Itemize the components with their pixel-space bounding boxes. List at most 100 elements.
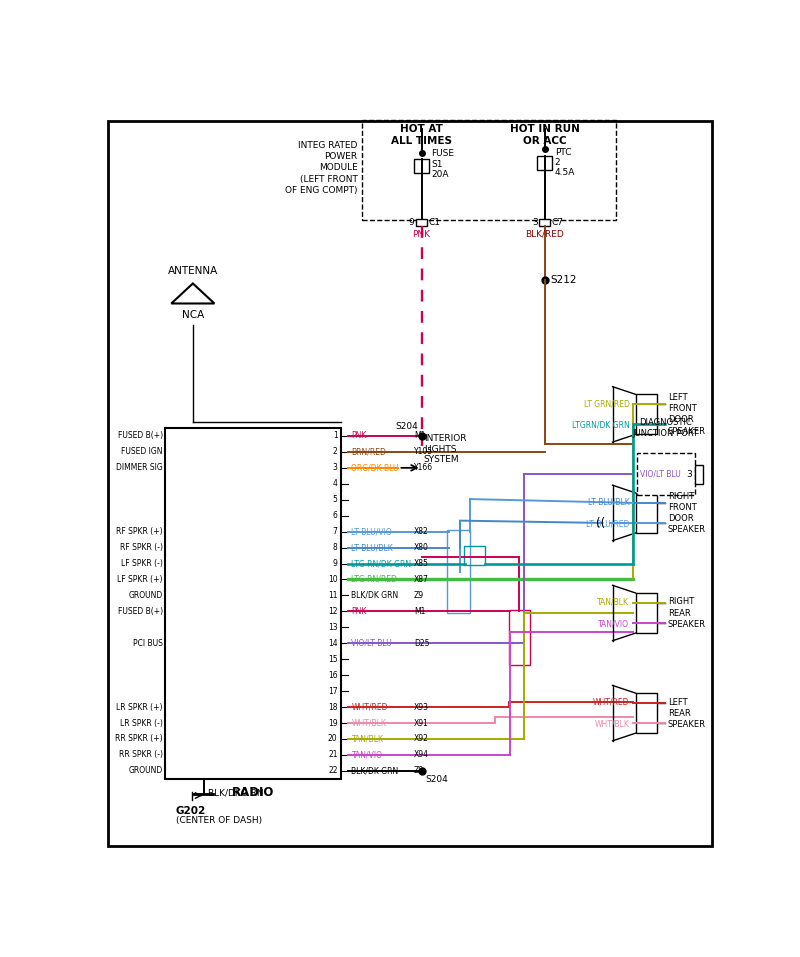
Text: S204: S204 (396, 422, 418, 432)
Text: M1: M1 (414, 607, 426, 616)
Bar (362, 121, 616, 220)
Text: PTC
2
4.5A: PTC 2 4.5A (554, 147, 575, 177)
Text: 22: 22 (328, 767, 338, 775)
Text: LTGRN/DK GRN: LTGRN/DK GRN (572, 421, 630, 430)
Text: X94: X94 (414, 750, 429, 760)
Text: 3: 3 (686, 470, 692, 478)
Text: BLK/DKG RN: BLK/DKG RN (208, 789, 264, 798)
Text: 3: 3 (333, 463, 338, 473)
Bar (416, 219, 427, 227)
Text: 8: 8 (333, 543, 338, 552)
Text: GROUND: GROUND (129, 767, 163, 775)
Text: LTG RN/RED: LTG RN/RED (351, 575, 398, 584)
Bar (636, 693, 657, 733)
Text: Z9: Z9 (414, 590, 424, 600)
Text: HOT AT
ALL TIMES: HOT AT ALL TIMES (391, 124, 452, 146)
Text: TAN/VIO: TAN/VIO (351, 750, 382, 760)
Text: LT BLU/BLK: LT BLU/BLK (351, 543, 394, 552)
Text: 14: 14 (328, 638, 338, 648)
Bar (447, 530, 470, 612)
Text: RF SPKR (+): RF SPKR (+) (116, 527, 163, 536)
Text: TAN/VIO: TAN/VIO (598, 619, 630, 629)
Text: 5: 5 (333, 495, 338, 504)
Bar (636, 593, 657, 633)
Text: WHT/BLK: WHT/BLK (594, 720, 630, 728)
Text: BLK/DK GRN: BLK/DK GRN (351, 590, 398, 600)
Text: M1: M1 (414, 432, 426, 440)
Bar (636, 394, 657, 434)
Text: X85: X85 (414, 559, 429, 568)
Text: VIO/LT BLU: VIO/LT BLU (351, 638, 392, 648)
Text: Z9: Z9 (414, 767, 424, 775)
Text: G202: G202 (176, 806, 206, 815)
Text: 19: 19 (328, 719, 338, 727)
Text: TAN/BLK: TAN/BLK (351, 734, 383, 744)
Bar (695, 465, 702, 483)
Text: LTG RN/DK GRN: LTG RN/DK GRN (351, 559, 412, 568)
Text: WHT/RED: WHT/RED (351, 702, 388, 712)
Text: RR SPKR (-): RR SPKR (-) (119, 750, 163, 760)
Text: 3: 3 (532, 218, 538, 227)
Text: LT BLU/RED: LT BLU/RED (586, 520, 630, 528)
Text: C1: C1 (429, 218, 441, 227)
Text: 11: 11 (328, 590, 338, 600)
Text: FUSED B(+): FUSED B(+) (118, 607, 163, 616)
Text: 13: 13 (328, 623, 338, 632)
Text: 1: 1 (333, 432, 338, 440)
Text: 2: 2 (333, 447, 338, 456)
Text: INTEG RATED
POWER
MODULE
(LEFT FRONT
OF ENG COMPT): INTEG RATED POWER MODULE (LEFT FRONT OF … (285, 142, 358, 194)
Text: 12: 12 (328, 607, 338, 616)
Bar (509, 610, 530, 665)
Text: VIO/LT BLU: VIO/LT BLU (640, 470, 681, 478)
Text: BLK/DK GRN: BLK/DK GRN (351, 767, 398, 775)
Text: 16: 16 (328, 671, 338, 679)
Text: NCA: NCA (182, 310, 204, 320)
Text: BRN/RED: BRN/RED (351, 447, 386, 456)
Text: GROUND: GROUND (129, 590, 163, 600)
Text: S212: S212 (550, 276, 577, 285)
Text: FUSED IGN: FUSED IGN (122, 447, 163, 456)
Text: (CENTER OF DASH): (CENTER OF DASH) (176, 816, 262, 825)
Text: X82: X82 (414, 527, 429, 536)
Text: TAN/BLK: TAN/BLK (598, 598, 630, 607)
Text: ANTENNA: ANTENNA (168, 266, 218, 276)
Text: 6: 6 (333, 511, 338, 521)
Text: PNK: PNK (351, 607, 367, 616)
Text: X93: X93 (414, 702, 429, 712)
Text: RADIO: RADIO (232, 787, 274, 799)
Text: PCI BUS: PCI BUS (133, 638, 163, 648)
Text: Y105: Y105 (414, 447, 433, 456)
Text: PNK: PNK (413, 230, 430, 238)
Text: 20: 20 (328, 734, 338, 744)
Text: S204: S204 (426, 775, 448, 785)
Text: X91: X91 (414, 719, 429, 727)
Text: INTERIOR
LIGHTS
SYSTEM: INTERIOR LIGHTS SYSTEM (424, 434, 466, 464)
Text: HOT IN RUN
OR ACC: HOT IN RUN OR ACC (510, 124, 580, 146)
Text: LR SPKR (-): LR SPKR (-) (120, 719, 163, 727)
Text: LT GRN/RED: LT GRN/RED (583, 399, 630, 408)
Text: X80: X80 (414, 543, 429, 552)
Text: ORG/DK BLU: ORG/DK BLU (351, 463, 399, 473)
Text: LT BLU/VIO: LT BLU/VIO (351, 527, 392, 536)
Text: 9: 9 (333, 559, 338, 568)
Text: RF SPKR (-): RF SPKR (-) (120, 543, 163, 552)
Text: ((: (( (596, 517, 606, 530)
Bar (464, 546, 486, 565)
Text: RR SPKR (+): RR SPKR (+) (115, 734, 163, 744)
Text: LF SPKR (+): LF SPKR (+) (118, 575, 163, 584)
Text: Y166: Y166 (414, 463, 433, 473)
Text: 15: 15 (328, 655, 338, 664)
Bar (636, 493, 657, 533)
Text: WHT/RED: WHT/RED (593, 698, 630, 707)
Bar (165, 428, 341, 779)
Text: 4: 4 (333, 479, 338, 488)
Text: LT BLU/BLK: LT BLU/BLK (588, 498, 630, 506)
Text: 9: 9 (409, 218, 414, 227)
Text: X87: X87 (414, 575, 429, 584)
Text: 10: 10 (328, 575, 338, 584)
Text: X92: X92 (414, 734, 429, 744)
Text: FUSED B(+): FUSED B(+) (118, 432, 163, 440)
Text: LR SPKR (+): LR SPKR (+) (116, 702, 163, 712)
Text: DIAGNOSTIC
JUNCTION PORT: DIAGNOSTIC JUNCTION PORT (633, 418, 698, 438)
Text: WHT/BLK: WHT/BLK (351, 719, 386, 727)
